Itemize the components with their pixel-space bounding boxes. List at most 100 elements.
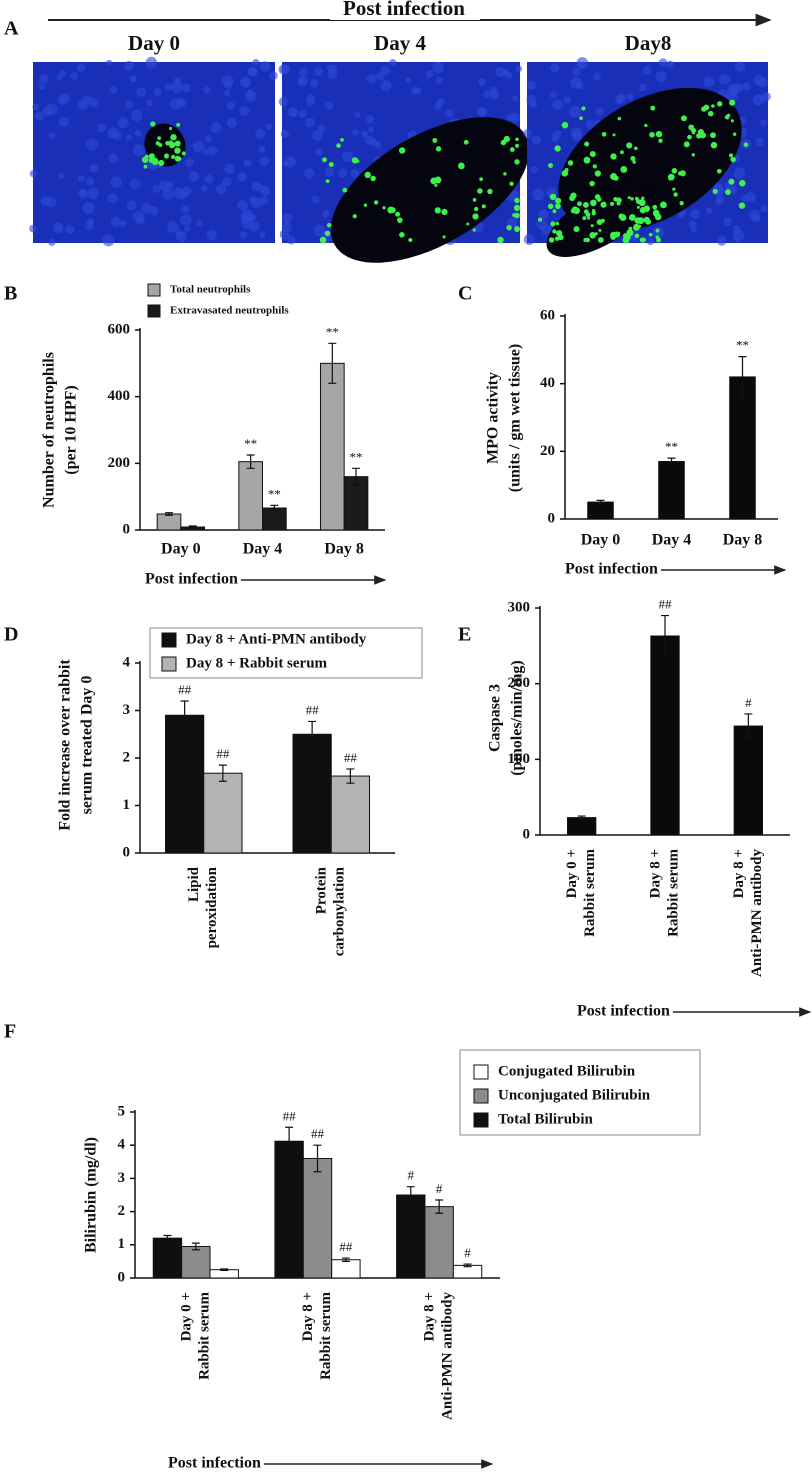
neutrophil xyxy=(577,201,582,207)
x-tick-label: Day 4 xyxy=(652,532,692,549)
cell xyxy=(577,61,584,69)
cell xyxy=(435,76,443,84)
neutrophil xyxy=(728,178,735,185)
neutrophil xyxy=(513,204,521,211)
neutrophil xyxy=(652,204,658,210)
panel-label: A xyxy=(4,18,19,40)
cell xyxy=(110,176,123,189)
neutrophil xyxy=(660,201,667,209)
cell xyxy=(760,205,768,213)
legend-label: Extravasated neutrophils xyxy=(170,305,289,317)
error-bar xyxy=(220,1268,229,1271)
neutrophil xyxy=(148,157,155,164)
cell xyxy=(315,148,323,156)
cell xyxy=(167,221,179,233)
cell xyxy=(551,135,559,143)
neutrophil xyxy=(717,101,723,107)
neutrophil xyxy=(725,189,731,195)
x-tick-label: Lipid xyxy=(186,866,202,902)
neutrophil xyxy=(165,140,170,146)
cell xyxy=(324,101,334,111)
error-bar xyxy=(667,457,676,466)
bar xyxy=(152,1237,183,1279)
annotation: ## xyxy=(216,746,230,761)
cell xyxy=(247,66,258,77)
cell xyxy=(110,216,122,227)
neutrophil xyxy=(615,197,622,204)
cell xyxy=(85,138,98,151)
error-bar xyxy=(738,356,747,398)
legend-swatch xyxy=(161,656,177,672)
y-axis-label: Number of neutrophils xyxy=(41,352,58,508)
annotation: ## xyxy=(339,1239,353,1254)
cell xyxy=(65,224,75,235)
neutrophil xyxy=(552,229,557,234)
cell xyxy=(252,58,260,66)
cell xyxy=(124,60,135,71)
y-tick-label: 1 xyxy=(118,1236,126,1252)
cell xyxy=(237,199,248,211)
error-bar xyxy=(596,499,605,505)
x-axis-label: Post infection xyxy=(168,1455,261,1472)
cell xyxy=(222,177,232,187)
neutrophil xyxy=(627,196,631,200)
cell xyxy=(742,82,751,91)
neutrophil xyxy=(648,232,653,237)
cell xyxy=(526,80,537,90)
x-tick-label: Day 8 xyxy=(723,532,763,549)
cell xyxy=(298,76,305,84)
neutrophil xyxy=(712,188,718,195)
error-bar xyxy=(191,1242,200,1251)
neutrophil xyxy=(632,160,636,164)
cell xyxy=(703,76,715,88)
neutrophil xyxy=(589,150,596,158)
error-bar xyxy=(744,713,753,739)
cell xyxy=(512,95,519,102)
cell xyxy=(626,93,634,101)
cell xyxy=(758,77,768,88)
neutrophil xyxy=(158,142,163,147)
x-tick-label: Protein xyxy=(314,866,330,914)
cell xyxy=(58,172,65,179)
neutrophil xyxy=(728,153,734,158)
cell xyxy=(538,209,549,220)
cell xyxy=(172,187,185,199)
neutrophil xyxy=(591,209,596,213)
error-bar xyxy=(328,342,337,384)
cell xyxy=(541,224,553,236)
y-tick-label: 0 xyxy=(123,521,131,537)
cell xyxy=(204,134,213,143)
neutrophil xyxy=(730,156,736,163)
neutrophil xyxy=(679,201,684,206)
cell xyxy=(706,207,713,214)
cell xyxy=(585,119,596,130)
cell xyxy=(733,167,746,180)
error-bar xyxy=(180,700,189,731)
x-axis-label: Post infection xyxy=(565,561,658,578)
cell xyxy=(380,80,392,92)
neutrophil xyxy=(710,141,718,149)
y-tick-label: 20 xyxy=(540,443,555,459)
cell xyxy=(162,188,174,200)
neutrophil xyxy=(564,168,569,173)
neutrophil xyxy=(632,223,640,231)
neutrophil xyxy=(590,224,594,228)
cell xyxy=(120,220,127,228)
cell xyxy=(595,107,604,116)
cell xyxy=(531,135,542,145)
neutrophil xyxy=(432,137,438,143)
cell xyxy=(749,209,761,221)
neutrophil xyxy=(399,232,405,238)
cell xyxy=(570,76,582,89)
legend-box xyxy=(149,627,423,679)
y-tick-label: 200 xyxy=(508,675,531,691)
cell xyxy=(549,91,558,99)
bar xyxy=(650,635,680,836)
cell xyxy=(530,166,538,174)
cell xyxy=(134,129,142,138)
cell xyxy=(102,234,115,247)
neutrophil xyxy=(157,159,165,167)
cell xyxy=(523,129,532,138)
cell xyxy=(135,215,145,225)
annotation: ## xyxy=(659,597,673,612)
